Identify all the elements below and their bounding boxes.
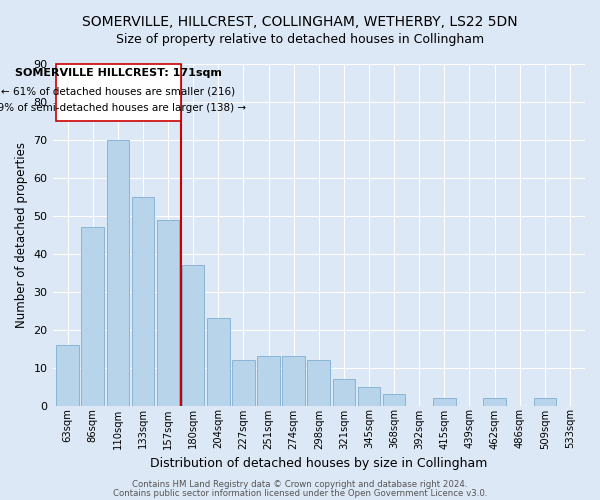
Bar — [283, 356, 305, 406]
Bar — [107, 140, 129, 406]
Bar — [157, 220, 179, 406]
Bar — [56, 345, 79, 406]
Text: ← 61% of detached houses are smaller (216): ← 61% of detached houses are smaller (21… — [1, 86, 236, 97]
Text: Contains HM Land Registry data © Crown copyright and database right 2024.: Contains HM Land Registry data © Crown c… — [132, 480, 468, 489]
Text: SOMERVILLE, HILLCREST, COLLINGHAM, WETHERBY, LS22 5DN: SOMERVILLE, HILLCREST, COLLINGHAM, WETHE… — [82, 15, 518, 29]
Y-axis label: Number of detached properties: Number of detached properties — [15, 142, 28, 328]
Text: Contains public sector information licensed under the Open Government Licence v3: Contains public sector information licen… — [113, 488, 487, 498]
Text: SOMERVILLE HILLCREST: 171sqm: SOMERVILLE HILLCREST: 171sqm — [15, 68, 222, 78]
Bar — [433, 398, 455, 406]
Bar — [232, 360, 255, 406]
Bar — [257, 356, 280, 406]
Bar — [82, 227, 104, 406]
Bar — [383, 394, 406, 406]
Bar — [131, 197, 154, 406]
Bar — [182, 265, 205, 406]
Bar — [533, 398, 556, 406]
Bar — [483, 398, 506, 406]
Text: 39% of semi-detached houses are larger (138) →: 39% of semi-detached houses are larger (… — [0, 103, 246, 113]
X-axis label: Distribution of detached houses by size in Collingham: Distribution of detached houses by size … — [150, 457, 487, 470]
Bar — [307, 360, 330, 406]
Bar — [358, 386, 380, 406]
Bar — [207, 318, 230, 406]
Bar — [332, 379, 355, 406]
Text: Size of property relative to detached houses in Collingham: Size of property relative to detached ho… — [116, 32, 484, 46]
